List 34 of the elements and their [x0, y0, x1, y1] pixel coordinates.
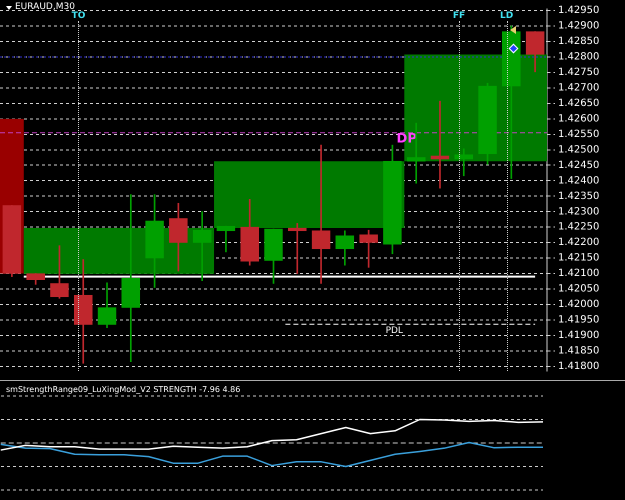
- y-tick-label: 1.41850: [558, 345, 600, 356]
- y-tick-label: 1.42550: [558, 128, 600, 140]
- y-tick-label: 1.42950: [558, 5, 600, 16]
- y-tick-label: 1.41950: [558, 314, 600, 326]
- y-tick-label: 1.42600: [558, 113, 600, 124]
- y-tick-label: 1.42750: [558, 67, 600, 78]
- y-tick-label: 1.42650: [558, 98, 600, 109]
- y-tick-label: 1.42500: [558, 144, 600, 156]
- ref-line-label: PDL: [386, 326, 403, 336]
- y-tick-label: 1.42800: [558, 52, 600, 63]
- y-tick-label: 1.41800: [558, 360, 600, 372]
- y-tick-label: 1.41900: [558, 330, 600, 342]
- annotation: FF: [452, 10, 466, 21]
- annotation: TO: [72, 10, 86, 21]
- candlestick: [312, 144, 330, 284]
- chart-title: smStrengthRange09_LuXingMod_V2 STRENGTH -7.96 4.86: [6, 385, 240, 394]
- y-tick-label: 1.42450: [558, 160, 600, 171]
- y-tick-label: 1.42350: [558, 190, 600, 202]
- y-tick-label: 1.42200: [558, 237, 600, 248]
- chart-title: EURAUD,M30: [15, 2, 75, 12]
- y-tick-label: 1.42250: [558, 222, 600, 233]
- y-tick-label: 1.42000: [558, 299, 600, 310]
- candlestick: [216, 226, 236, 252]
- annotation: LD: [500, 10, 514, 21]
- y-tick-label: 1.42900: [558, 20, 600, 32]
- y-tick-label: 1.42400: [558, 175, 600, 186]
- y-tick-label: 1.42050: [558, 284, 600, 295]
- y-tick-label: 1.42300: [558, 206, 600, 218]
- candlestick: [430, 100, 450, 188]
- y-tick-label: 1.42850: [558, 36, 600, 48]
- y-tick-label: 1.42700: [558, 82, 600, 94]
- y-tick-label: 1.42100: [558, 268, 600, 280]
- y-tick-label: 1.42150: [558, 252, 600, 264]
- annotation: DP: [396, 132, 417, 147]
